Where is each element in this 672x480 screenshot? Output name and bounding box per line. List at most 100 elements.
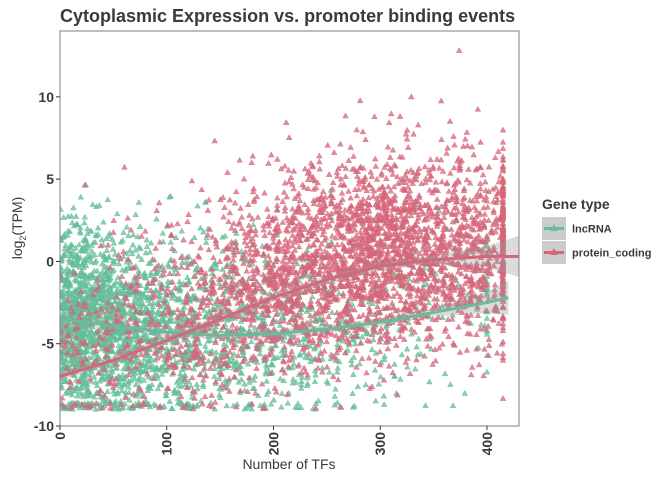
data-point [307, 358, 314, 364]
data-point [280, 377, 288, 384]
data-point [222, 304, 229, 311]
data-point [165, 307, 173, 314]
data-point [425, 299, 433, 306]
data-point [389, 319, 396, 326]
data-point [72, 333, 80, 340]
data-point [224, 362, 232, 368]
data-point [332, 357, 340, 363]
data-point [498, 340, 506, 347]
data-point [362, 136, 369, 142]
data-point [87, 286, 95, 292]
data-point [99, 342, 106, 349]
data-point [384, 345, 392, 352]
data-point [140, 290, 147, 297]
data-point [71, 276, 79, 283]
data-point [477, 325, 484, 332]
data-point [336, 231, 344, 238]
data-point [266, 257, 274, 264]
data-point [105, 254, 112, 260]
data-point [436, 164, 443, 171]
data-point [278, 308, 285, 315]
data-point [142, 227, 149, 234]
data-point [250, 221, 257, 228]
data-point [185, 211, 192, 217]
data-point [248, 338, 255, 345]
data-point [212, 378, 219, 385]
data-point [356, 97, 364, 104]
data-point [324, 328, 331, 335]
data-point [128, 250, 136, 257]
data-point [397, 375, 404, 382]
data-point [392, 214, 400, 221]
data-point [370, 336, 377, 343]
data-point [221, 282, 229, 289]
data-point [233, 366, 240, 373]
data-point [231, 199, 239, 206]
data-point [251, 372, 259, 379]
data-point [376, 247, 383, 253]
data-point [274, 282, 281, 289]
data-point [295, 220, 303, 226]
data-point [341, 307, 349, 314]
data-point [416, 225, 423, 232]
data-point [296, 341, 303, 347]
data-point [118, 387, 126, 394]
data-point [79, 273, 86, 280]
data-point [415, 165, 423, 171]
data-point [166, 398, 173, 404]
data-point [246, 274, 253, 281]
data-point [85, 314, 92, 320]
data-point [453, 204, 460, 211]
data-point [300, 271, 307, 278]
data-point [74, 260, 81, 267]
data-point [305, 242, 313, 249]
data-point [426, 186, 433, 193]
data-point [418, 232, 425, 239]
data-point [314, 236, 322, 243]
data-point [323, 363, 331, 370]
data-point [96, 312, 103, 318]
data-point [265, 326, 272, 333]
data-point [274, 155, 281, 162]
data-point [131, 352, 138, 358]
data-point [348, 361, 356, 368]
data-point [108, 341, 116, 348]
data-point [137, 351, 145, 357]
data-point [349, 165, 356, 172]
data-point [426, 378, 433, 385]
data-point [199, 400, 206, 407]
data-point [358, 355, 366, 362]
data-point [170, 270, 178, 277]
data-point [301, 165, 309, 172]
data-point [364, 330, 372, 336]
data-point [269, 262, 277, 269]
data-point [283, 119, 290, 125]
data-point [250, 198, 258, 204]
data-point [386, 119, 393, 126]
data-point [414, 351, 422, 357]
data-point [448, 225, 455, 232]
data-point [444, 316, 452, 322]
data-point [63, 364, 70, 371]
data-point [219, 265, 226, 272]
data-point [137, 386, 144, 393]
data-point [443, 179, 451, 186]
data-point [462, 135, 469, 142]
data-point [252, 389, 259, 396]
data-point [181, 353, 189, 360]
data-point [279, 357, 287, 364]
data-point [164, 221, 171, 228]
data-point [129, 264, 136, 271]
data-point [308, 224, 315, 230]
data-point [219, 323, 227, 330]
data-point [243, 267, 250, 274]
data-point [444, 144, 451, 151]
data-point [387, 199, 394, 206]
data-point [348, 223, 356, 230]
data-point [370, 187, 378, 194]
data-point [238, 248, 245, 254]
data-point [482, 178, 489, 185]
data-point [142, 331, 150, 338]
data-point [116, 289, 123, 296]
data-point [294, 324, 301, 331]
